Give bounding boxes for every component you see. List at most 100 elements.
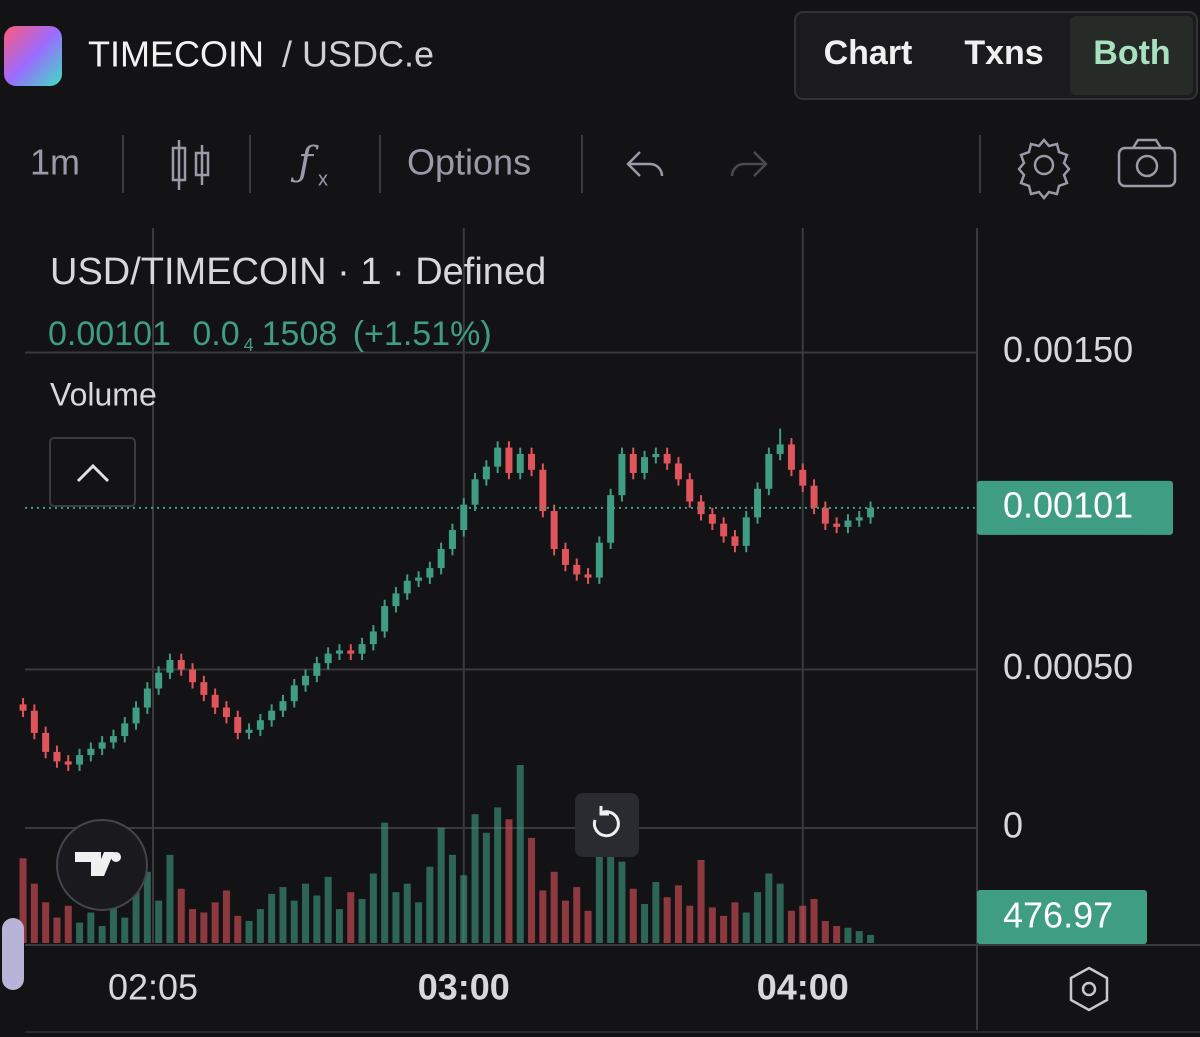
- candle-body: [641, 457, 649, 473]
- volume-bar: [347, 892, 355, 943]
- volume-bar: [143, 871, 151, 943]
- volume-bar: [290, 900, 298, 943]
- change-zeros: 4: [244, 335, 254, 355]
- volume-bar: [799, 905, 807, 943]
- candle-body: [686, 479, 694, 502]
- volume-bar: [539, 890, 547, 943]
- candle-body: [279, 701, 287, 711]
- candle-body: [573, 564, 581, 575]
- candle-body: [674, 463, 682, 480]
- candle-body: [528, 453, 536, 470]
- candle-body: [539, 469, 547, 511]
- volume-bar: [855, 931, 863, 943]
- candle-body: [200, 682, 208, 695]
- volume-bar: [369, 873, 377, 943]
- volume-bar: [403, 883, 411, 943]
- volume-bar: [765, 873, 773, 943]
- axis-settings-icon[interactable]: [1069, 966, 1109, 1012]
- volume-bar: [177, 888, 185, 943]
- candle-body: [30, 710, 38, 733]
- token-logo: [4, 26, 62, 86]
- volume-bar: [426, 866, 434, 943]
- settings-icon[interactable]: [1017, 138, 1071, 200]
- volume-bar: [211, 902, 219, 943]
- tab[interactable]: Txns: [964, 34, 1043, 72]
- volume-bar: [867, 934, 875, 943]
- candle-body: [403, 580, 411, 594]
- volume-bar: [87, 912, 95, 943]
- candle-body: [867, 507, 875, 518]
- candle-body: [64, 761, 72, 765]
- volume-bar: [607, 842, 615, 943]
- candle-body: [516, 453, 524, 473]
- undo-icon[interactable]: [626, 151, 664, 177]
- volume-bar: [720, 915, 728, 943]
- volume-bar: [482, 832, 490, 943]
- volume-bar: [573, 887, 581, 943]
- candle-body: [550, 511, 558, 550]
- interval-button[interactable]: 1m: [30, 142, 80, 183]
- candle-body: [708, 514, 716, 524]
- chevron-icon: [76, 463, 110, 483]
- collapse-button[interactable]: [49, 437, 136, 507]
- volume-bar: [652, 881, 660, 943]
- tradingview-mark: [75, 852, 114, 876]
- tab[interactable]: Both: [1093, 34, 1170, 72]
- candle-body: [347, 650, 355, 654]
- candle-body: [335, 650, 343, 654]
- volume-bar: [561, 900, 569, 943]
- volume-bar: [245, 920, 253, 943]
- candle-body: [561, 549, 569, 565]
- tab[interactable]: Chart: [824, 34, 913, 72]
- candles-icon[interactable]: [171, 140, 210, 190]
- redo-icon[interactable]: [730, 151, 768, 177]
- active-tab-bg: [1070, 16, 1193, 95]
- volume-bar: [313, 895, 321, 943]
- candle-body: [720, 523, 728, 537]
- y-tick-label: 0: [1003, 805, 1023, 846]
- candle-body: [234, 717, 242, 733]
- volume-bar: [663, 897, 671, 943]
- candle-body: [166, 659, 174, 673]
- volume-bar: [833, 926, 841, 943]
- volume-bar: [742, 912, 750, 943]
- x-tick-label: 03:00: [418, 967, 510, 1008]
- candle-body: [143, 688, 151, 708]
- scroll-handle[interactable]: [2, 918, 24, 990]
- y-tick-label: 0.00150: [1003, 329, 1133, 370]
- volume-bar: [189, 909, 197, 943]
- candle-body: [381, 606, 389, 632]
- candle-body: [290, 685, 298, 702]
- candle-body: [426, 568, 434, 578]
- volume-bar: [584, 910, 592, 943]
- last-price-tag: [977, 480, 1173, 535]
- x-tick-label: 04:00: [757, 967, 849, 1008]
- volume-bar: [64, 905, 72, 943]
- candle-body: [618, 453, 626, 496]
- reset-button[interactable]: [575, 793, 639, 857]
- candle-body: [42, 732, 50, 752]
- volume-bar: [674, 885, 682, 943]
- candle-body: [494, 447, 502, 467]
- volume-bar: [324, 876, 332, 943]
- candle-body: [87, 748, 95, 756]
- candle-body: [765, 453, 773, 489]
- volume-bar: [335, 909, 343, 943]
- candle-body: [833, 523, 841, 527]
- candle-body: [415, 577, 423, 581]
- volume-bar: [53, 917, 61, 943]
- candle-body: [787, 444, 795, 470]
- screenshot-icon[interactable]: [1117, 138, 1177, 188]
- change-digits: 1508: [262, 315, 338, 353]
- candle-body: [629, 453, 637, 473]
- candle-body: [268, 710, 276, 721]
- candle-body: [256, 720, 264, 730]
- volume-bar: [787, 910, 795, 943]
- volume-bar: [708, 907, 716, 943]
- candle-body: [155, 672, 163, 689]
- change-prefix: 0.0: [192, 315, 239, 353]
- options-button[interactable]: Options: [407, 142, 531, 183]
- candle-body: [313, 663, 321, 676]
- candle-body: [821, 507, 829, 524]
